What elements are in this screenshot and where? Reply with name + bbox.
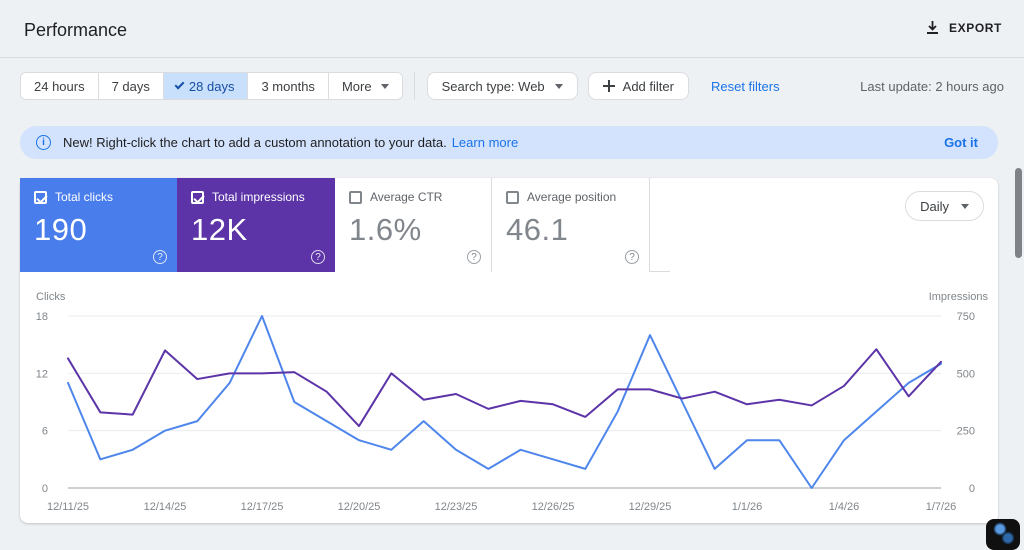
help-icon[interactable] (625, 250, 639, 264)
date-range-label: 24 hours (34, 78, 85, 94)
metric-label: Average CTR (370, 190, 443, 204)
svg-text:12/29/25: 12/29/25 (629, 501, 672, 513)
chevron-down-icon (961, 203, 969, 209)
performance-chart: 18 750 12 500 6 250 0 0 Clicks Impressions 12/11/2… (36, 291, 989, 513)
svg-text:12/14/25: 12/14/25 (144, 501, 187, 513)
link-circles-icon (993, 522, 1015, 545)
svg-text:0: 0 (42, 483, 48, 495)
metric-value: 1.6% (349, 212, 422, 247)
checkbox-empty-icon[interactable] (506, 190, 519, 204)
date-range-28-days[interactable]: 28 days (162, 73, 248, 99)
performance-card: Total clicks 190 Total impressions 12K A… (20, 178, 998, 523)
chevron-down-icon (554, 83, 563, 89)
search-type-button[interactable]: Search type: Web (426, 72, 578, 100)
svg-text:12: 12 (36, 368, 48, 380)
scrollbar-thumb[interactable] (1015, 168, 1022, 258)
metric-value: 46.1 (506, 212, 569, 247)
svg-text:12/20/25: 12/20/25 (338, 501, 381, 513)
last-update-text: Last update: 2 hours ago (860, 78, 1004, 94)
svg-text:12/23/25: 12/23/25 (435, 501, 478, 513)
metric-label: Average position (527, 190, 617, 204)
metric-card-average-position[interactable]: Average position 46.1 (492, 178, 650, 272)
svg-text:12/17/25: 12/17/25 (241, 501, 284, 513)
filter-bar: 24 hours 7 days 28 days 3 months More Se… (20, 72, 1004, 100)
add-filter-button[interactable]: Add filter (587, 72, 689, 100)
help-icon[interactable] (311, 250, 325, 264)
svg-text:1/1/26: 1/1/26 (732, 501, 763, 513)
banner-text: New! Right-click the chart to add a cust… (63, 135, 447, 150)
svg-text:18: 18 (36, 311, 48, 323)
metric-label: Total clicks (55, 190, 114, 204)
annotation-banner: i New! Right-click the chart to add a cu… (20, 126, 998, 159)
date-range-more[interactable]: More (327, 73, 402, 99)
svg-text:0: 0 (969, 483, 975, 495)
metric-card-total-impressions[interactable]: Total impressions 12K (177, 178, 335, 272)
svg-text:750: 750 (957, 311, 975, 323)
metric-tiles: Total clicks 190 Total impressions 12K A… (20, 178, 670, 272)
reset-filters-link[interactable]: Reset filters (710, 78, 780, 94)
info-icon: i (36, 135, 51, 150)
export-label: EXPORT (949, 20, 1002, 35)
svg-text:6: 6 (42, 426, 48, 438)
date-range-24-hours[interactable]: 24 hours (21, 73, 98, 99)
checkbox-empty-icon[interactable] (349, 190, 362, 204)
help-icon[interactable] (467, 250, 481, 264)
search-type-label: Search type: Web (441, 78, 545, 94)
svg-text:250: 250 (957, 426, 975, 438)
date-range-group: 24 hours 7 days 28 days 3 months More (20, 72, 403, 100)
date-range-label: 7 days (111, 78, 150, 94)
chevron-down-icon (380, 83, 389, 89)
date-range-7-days[interactable]: 7 days (97, 73, 163, 99)
learn-more-link[interactable]: Learn more (451, 135, 519, 150)
svg-text:Impressions: Impressions (929, 291, 989, 303)
browser-extension-badge (986, 519, 1020, 550)
download-icon (927, 21, 939, 34)
vertical-divider (413, 72, 415, 100)
svg-text:500: 500 (957, 368, 975, 380)
metric-card-average-ctr[interactable]: Average CTR 1.6% (335, 178, 492, 272)
granularity-label: Daily (920, 198, 949, 214)
date-range-label: 3 months (261, 78, 315, 94)
got-it-button[interactable]: Got it (944, 135, 978, 150)
export-button[interactable]: EXPORT (925, 20, 1002, 35)
granularity-dropdown[interactable]: Daily (905, 191, 984, 221)
date-range-label: 28 days (188, 78, 235, 94)
page-title: Performance (24, 20, 128, 40)
metric-label: Total impressions (212, 190, 305, 204)
plus-icon (602, 80, 615, 92)
help-icon[interactable] (153, 250, 167, 264)
svg-text:Clicks: Clicks (36, 291, 66, 303)
svg-text:12/11/25: 12/11/25 (47, 501, 89, 513)
svg-text:1/4/26: 1/4/26 (829, 501, 860, 513)
add-filter-label: Add filter (622, 78, 674, 94)
chart-area[interactable]: 18 750 12 500 6 250 0 0 Clicks Impressions 12/11/2… (20, 278, 998, 518)
checkbox-checked-icon[interactable] (34, 190, 47, 204)
svg-text:12/26/25: 12/26/25 (532, 501, 575, 513)
metric-value: 190 (34, 212, 88, 247)
date-range-label: More (341, 78, 372, 94)
metric-value: 12K (191, 212, 248, 247)
svg-text:1/7/26: 1/7/26 (926, 501, 957, 513)
checkbox-checked-icon[interactable] (191, 190, 204, 204)
check-icon (174, 79, 185, 90)
metric-card-total-clicks[interactable]: Total clicks 190 (20, 178, 177, 272)
date-range-3-months[interactable]: 3 months (247, 73, 328, 99)
header-divider (0, 57, 1024, 58)
